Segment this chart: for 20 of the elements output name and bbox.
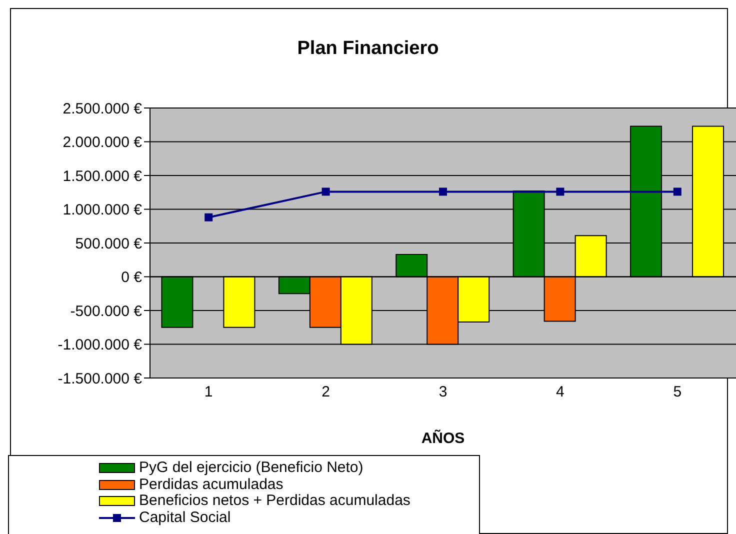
x-tick-label: 3 (438, 384, 448, 401)
x-tick-label: 1 (204, 384, 213, 401)
y-tick-label: 500.000 € (75, 235, 143, 252)
legend-label: Perdidas acumuladas (139, 476, 284, 493)
y-tick-label: 1.500.000 € (62, 168, 143, 185)
x-tick-label: 5 (673, 384, 682, 401)
x-axis-title: AÑOS (421, 429, 465, 447)
legend-label: Capital Social (139, 508, 231, 526)
x-tick-label: 4 (556, 384, 564, 401)
y-tick-label: -1.000.000 € (58, 336, 143, 354)
y-tick-label: 1.000.000 € (62, 202, 143, 219)
y-tick-label: -500.000 € (70, 302, 143, 320)
legend-label: PyG del ejercicio (Beneficio Neto) (139, 459, 364, 476)
chart-title: Plan Financiero (296, 38, 440, 60)
legend-label: Beneficios netos + Perdidas acumuladas (139, 492, 410, 510)
y-tick-label: 0 € (121, 269, 143, 286)
y-tick-label: 2.500.000 € (62, 100, 143, 118)
y-tick-label: -1.500.000 € (58, 370, 143, 388)
y-tick-label: 2.000.000 € (62, 134, 143, 152)
x-tick-label: 2 (322, 384, 330, 401)
